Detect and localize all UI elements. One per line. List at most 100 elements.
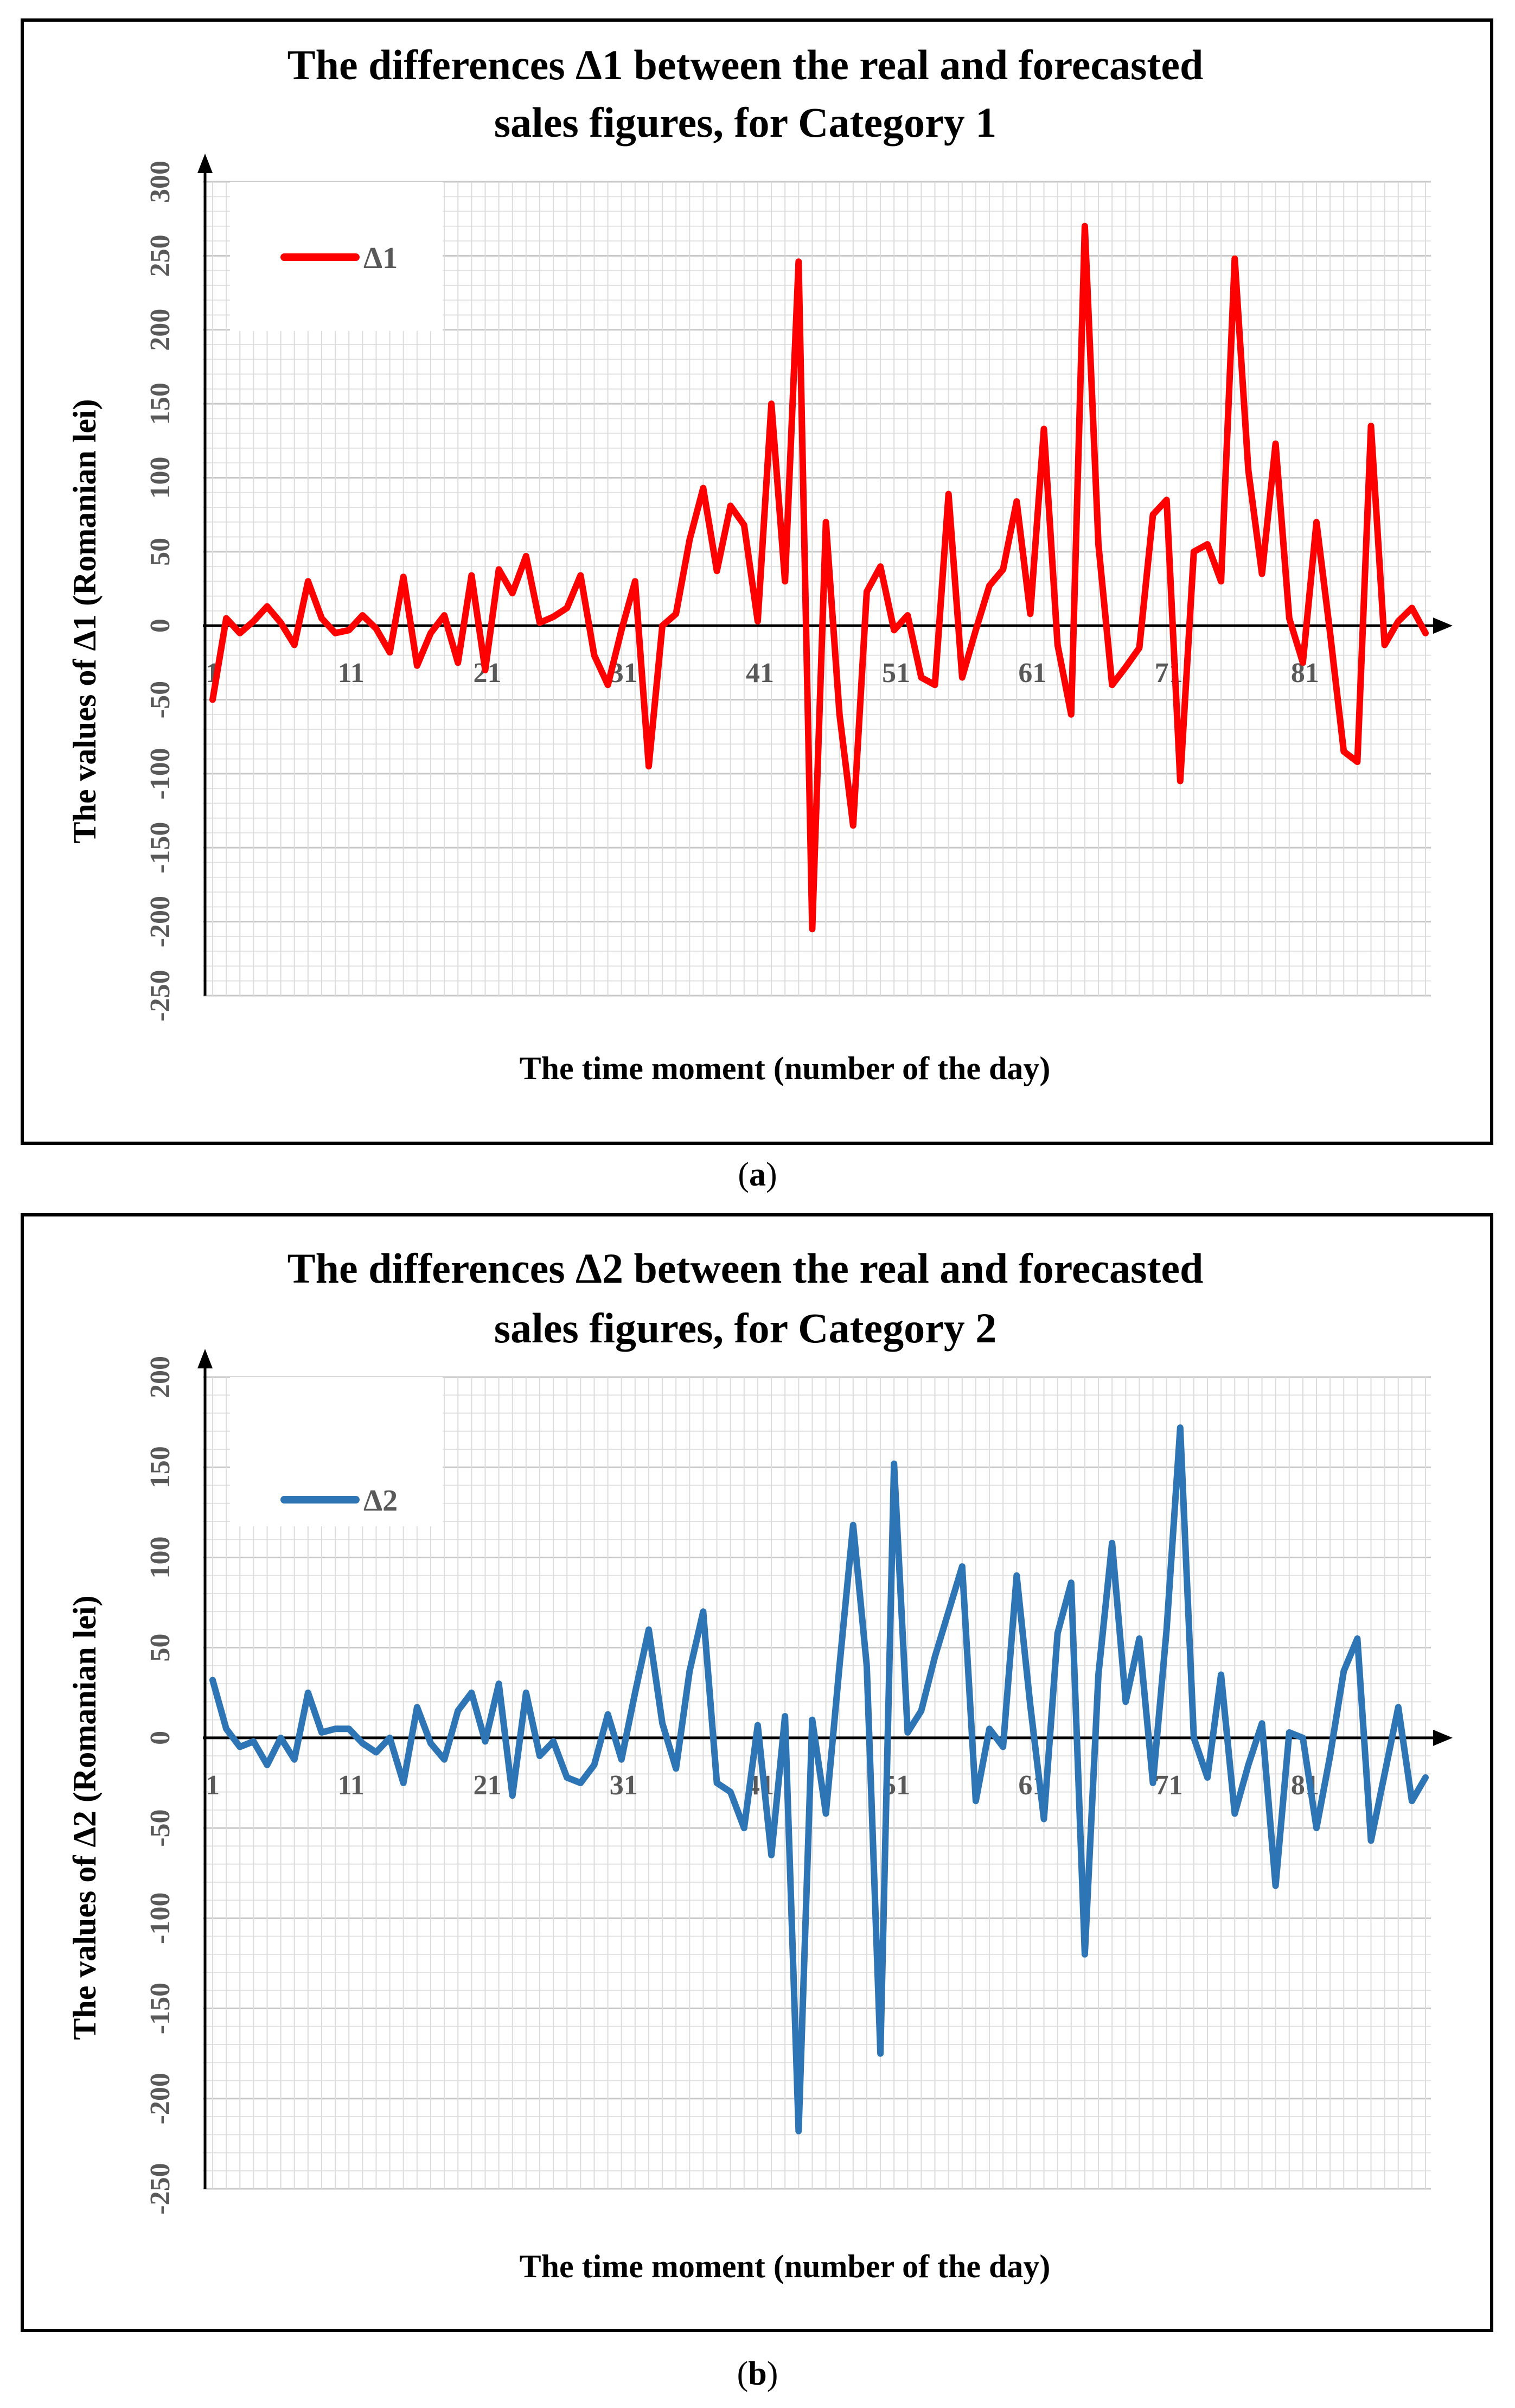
data-point: [1246, 468, 1250, 472]
y-tick-label: -50: [145, 1809, 176, 1846]
data-point: [415, 664, 419, 667]
data-point: [810, 1718, 814, 1722]
data-point: [1233, 1812, 1237, 1815]
data-point: [906, 1730, 910, 1734]
y-tick-label: -150: [145, 1983, 176, 2034]
data-point: [1097, 1673, 1100, 1677]
x-tick-label: 1: [206, 1770, 220, 1801]
y-tick-label: 200: [145, 1356, 176, 1398]
data-point: [619, 1757, 623, 1761]
data-point: [456, 661, 460, 665]
data-point: [552, 615, 555, 619]
chart-a-ylabel: The values of Δ1 (Romanian lei): [67, 399, 103, 843]
data-point: [1137, 1637, 1141, 1640]
data-point: [429, 1741, 432, 1745]
chart-b-title-line1: The differences Δ2 between the real and …: [287, 1245, 1204, 1292]
data-point: [865, 1664, 868, 1667]
x-tick-label: 41: [746, 658, 774, 689]
data-point: [238, 631, 242, 635]
data-point: [892, 1462, 896, 1466]
data-point: [606, 683, 610, 687]
data-point: [838, 1664, 841, 1667]
data-point: [1356, 1637, 1359, 1640]
caption-a: (a): [0, 1156, 1515, 1194]
data-point: [470, 1691, 474, 1694]
data-point: [619, 628, 623, 632]
data-point: [238, 1745, 242, 1749]
data-point: [252, 1740, 255, 1743]
data-point: [960, 676, 964, 679]
data-point: [770, 1853, 774, 1857]
data-point: [661, 624, 664, 628]
data-point: [361, 614, 365, 617]
data-point: [429, 631, 432, 635]
data-point: [1369, 1839, 1373, 1843]
chart-b-legend-label: Δ2: [363, 1484, 398, 1518]
data-point: [974, 628, 977, 632]
data-point: [633, 1691, 637, 1694]
data-point: [374, 1750, 378, 1754]
data-point: [1315, 1826, 1318, 1830]
y-tick-label: 0: [145, 1731, 176, 1745]
data-point: [1396, 1705, 1400, 1709]
data-point: [1410, 1799, 1414, 1803]
data-point: [947, 492, 950, 496]
data-point: [1424, 631, 1427, 635]
data-point: [483, 1740, 487, 1743]
data-point: [1233, 257, 1237, 260]
data-point: [1028, 612, 1032, 616]
data-point: [933, 683, 937, 687]
data-point: [661, 1722, 664, 1725]
data-point: [1301, 661, 1305, 665]
data-point: [1301, 1736, 1305, 1740]
chart-b-gridlines: [203, 1376, 1431, 2190]
chart-a-title-line2: sales figures, for Category 1: [494, 99, 996, 146]
data-point: [401, 1781, 405, 1785]
data-point: [265, 1763, 269, 1767]
data-point: [797, 2129, 801, 2133]
data-point: [1124, 665, 1128, 669]
data-point: [879, 2052, 883, 2055]
data-point: [592, 653, 596, 657]
y-tick-label: -200: [145, 2073, 176, 2124]
data-point: [579, 1781, 583, 1785]
y-tick-label: 150: [145, 1446, 176, 1488]
data-point: [1110, 683, 1114, 687]
caption-a-close: ): [766, 1156, 777, 1193]
chart-b-svg: The differences Δ2 between the real and …: [67, 1245, 1453, 2284]
data-point: [1028, 1704, 1032, 1707]
chart-a-legend-label: Δ1: [363, 241, 398, 275]
y-tick-label: 250: [145, 234, 176, 277]
data-point: [810, 927, 814, 931]
data-point: [265, 604, 269, 608]
data-point: [606, 1712, 610, 1716]
data-point: [361, 1741, 365, 1745]
data-point: [688, 1669, 692, 1673]
caption-b-close: ): [766, 2355, 778, 2392]
data-point: [524, 1691, 528, 1694]
data-point: [1328, 631, 1332, 635]
data-point: [334, 631, 337, 635]
data-point: [1287, 616, 1291, 620]
data-point: [783, 1715, 787, 1718]
data-point: [756, 1723, 759, 1727]
data-point: [415, 1705, 419, 1709]
data-point: [470, 574, 474, 577]
data-point: [960, 1565, 964, 1569]
data-point: [1097, 543, 1100, 546]
data-point: [306, 1691, 310, 1694]
data-point: [1424, 1776, 1427, 1779]
data-point: [1396, 620, 1400, 623]
data-point: [443, 614, 446, 617]
data-point: [742, 1826, 746, 1830]
data-point: [1124, 1700, 1128, 1704]
y-tick-label: 50: [145, 1634, 176, 1662]
data-point: [565, 606, 569, 610]
data-point: [1206, 543, 1209, 546]
y-tick-label: 150: [145, 383, 176, 425]
x-tick-label: 71: [1155, 1770, 1183, 1801]
y-tick-label: -150: [145, 822, 176, 874]
data-point: [279, 1736, 283, 1740]
data-point: [552, 1740, 555, 1743]
data-point: [1042, 1817, 1046, 1821]
